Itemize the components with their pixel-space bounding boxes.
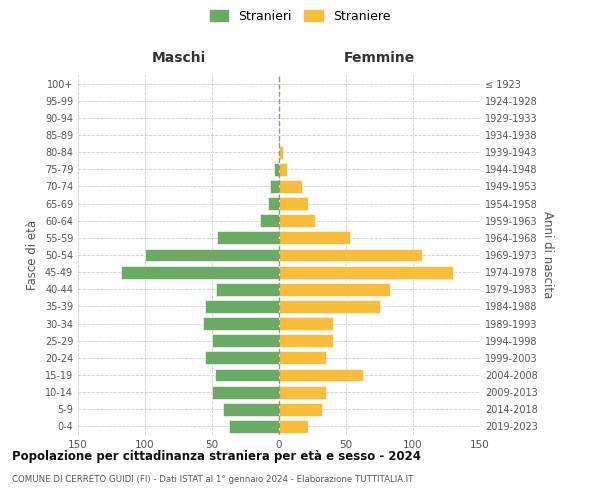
- Bar: [121, 266, 279, 278]
- Y-axis label: Anni di nascita: Anni di nascita: [541, 212, 554, 298]
- Bar: [205, 352, 279, 364]
- Bar: [279, 368, 364, 382]
- Bar: [215, 368, 279, 382]
- Bar: [212, 334, 279, 347]
- Bar: [216, 283, 279, 296]
- Bar: [279, 283, 390, 296]
- Bar: [279, 146, 283, 158]
- Bar: [279, 266, 453, 278]
- Y-axis label: Fasce di età: Fasce di età: [26, 220, 39, 290]
- Bar: [279, 163, 287, 175]
- Bar: [279, 386, 326, 398]
- Bar: [260, 214, 279, 227]
- Bar: [269, 180, 279, 193]
- Bar: [279, 197, 308, 210]
- Bar: [212, 386, 279, 398]
- Bar: [279, 232, 350, 244]
- Text: Femmine: Femmine: [344, 51, 415, 65]
- Bar: [279, 214, 315, 227]
- Bar: [279, 352, 326, 364]
- Text: Popolazione per cittadinanza straniera per età e sesso - 2024: Popolazione per cittadinanza straniera p…: [12, 450, 421, 463]
- Bar: [279, 180, 302, 193]
- Bar: [223, 403, 279, 415]
- Legend: Stranieri, Straniere: Stranieri, Straniere: [206, 6, 394, 26]
- Bar: [279, 317, 332, 330]
- Bar: [279, 420, 308, 433]
- Bar: [274, 163, 279, 175]
- Bar: [203, 317, 279, 330]
- Bar: [268, 197, 279, 210]
- Text: Maschi: Maschi: [151, 51, 206, 65]
- Bar: [279, 403, 322, 415]
- Bar: [229, 420, 279, 433]
- Text: COMUNE DI CERRETO GUIDI (FI) - Dati ISTAT al 1° gennaio 2024 - Elaborazione TUTT: COMUNE DI CERRETO GUIDI (FI) - Dati ISTA…: [12, 475, 413, 484]
- Bar: [205, 300, 279, 313]
- Bar: [279, 248, 422, 262]
- Bar: [279, 334, 332, 347]
- Bar: [279, 300, 380, 313]
- Bar: [145, 248, 279, 262]
- Bar: [217, 232, 279, 244]
